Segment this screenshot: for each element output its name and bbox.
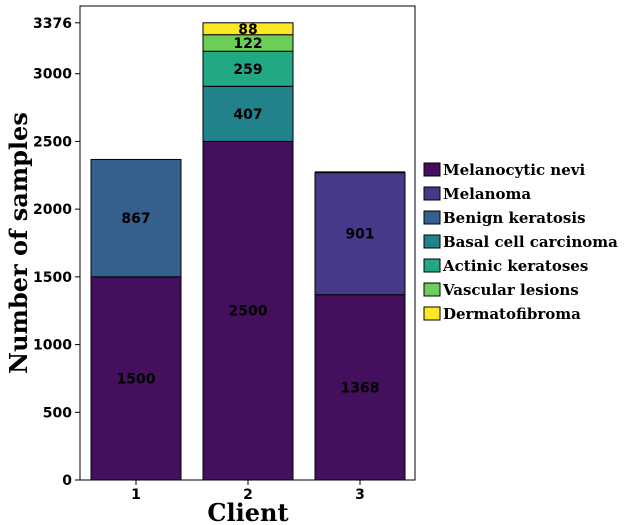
data-label: 901: [345, 227, 374, 243]
x-axis-title: Client: [207, 498, 288, 525]
y-tick-label: 1000: [33, 338, 72, 354]
legend-label: Dermatofibroma: [443, 305, 581, 323]
y-tick-label: 2000: [33, 202, 72, 218]
legend-swatch: [423, 282, 441, 297]
legend-label: Benign keratosis: [443, 209, 586, 227]
y-axis-ticks: 0 500 1000 1500 2000 2500 3000 3376: [33, 16, 80, 489]
legend-swatch: [423, 210, 441, 225]
bar-segment-client-2-actinic-keratoses: [202, 50, 294, 87]
legend-swatch: [423, 234, 441, 249]
plot-frame: [79, 5, 416, 481]
data-label: 867: [121, 211, 150, 227]
bar-segment-client-2-basal-cell-carcinoma: [202, 85, 294, 142]
y-tick-label: 3000: [33, 67, 72, 83]
y-axis-title: Number of samples: [4, 112, 33, 374]
y-tick-label: 3376: [33, 16, 72, 32]
y-tick-label: 1500: [33, 270, 72, 286]
data-label: 1500: [117, 371, 156, 387]
y-tick-label: 2500: [33, 134, 72, 150]
legend-label: Vascular lesions: [442, 281, 579, 299]
data-label: 2500: [229, 304, 268, 320]
y-tick-label: 500: [43, 405, 72, 421]
data-label: 88: [238, 22, 257, 38]
bar-segment-client-3-melanoma: [314, 172, 406, 296]
data-label: 1368: [341, 380, 380, 396]
y-tick-label: 0: [62, 473, 72, 489]
legend-label: Melanoma: [443, 185, 531, 203]
legend-swatch: [423, 258, 441, 273]
data-label: 122: [233, 36, 262, 52]
x-axis-ticks: 1 2 3: [131, 480, 365, 503]
legend: Melanocytic nevi Melanoma Benign keratosis…: [423, 161, 618, 323]
legend-label: Basal cell carcinoma: [443, 233, 618, 251]
legend-swatch: [423, 162, 441, 177]
legend-swatch: [423, 186, 441, 201]
x-tick-label: 3: [355, 487, 365, 503]
bar-segment-client-1-benign-keratosis: [90, 158, 182, 278]
data-label: 259: [233, 62, 262, 78]
legend-swatch: [423, 306, 441, 321]
data-label: 407: [233, 107, 262, 123]
legend-label: Melanocytic nevi: [443, 161, 585, 179]
x-tick-label: 1: [131, 487, 141, 503]
bar-segment-client-1-melanocytic-nevi: [90, 276, 182, 481]
x-tick-label: 2: [243, 487, 253, 503]
bar-segment-client-2-dermatofibroma: [202, 22, 294, 36]
legend-label: Actinic keratoses: [442, 257, 588, 275]
bar-segment-client-3-top: [315, 171, 405, 173]
